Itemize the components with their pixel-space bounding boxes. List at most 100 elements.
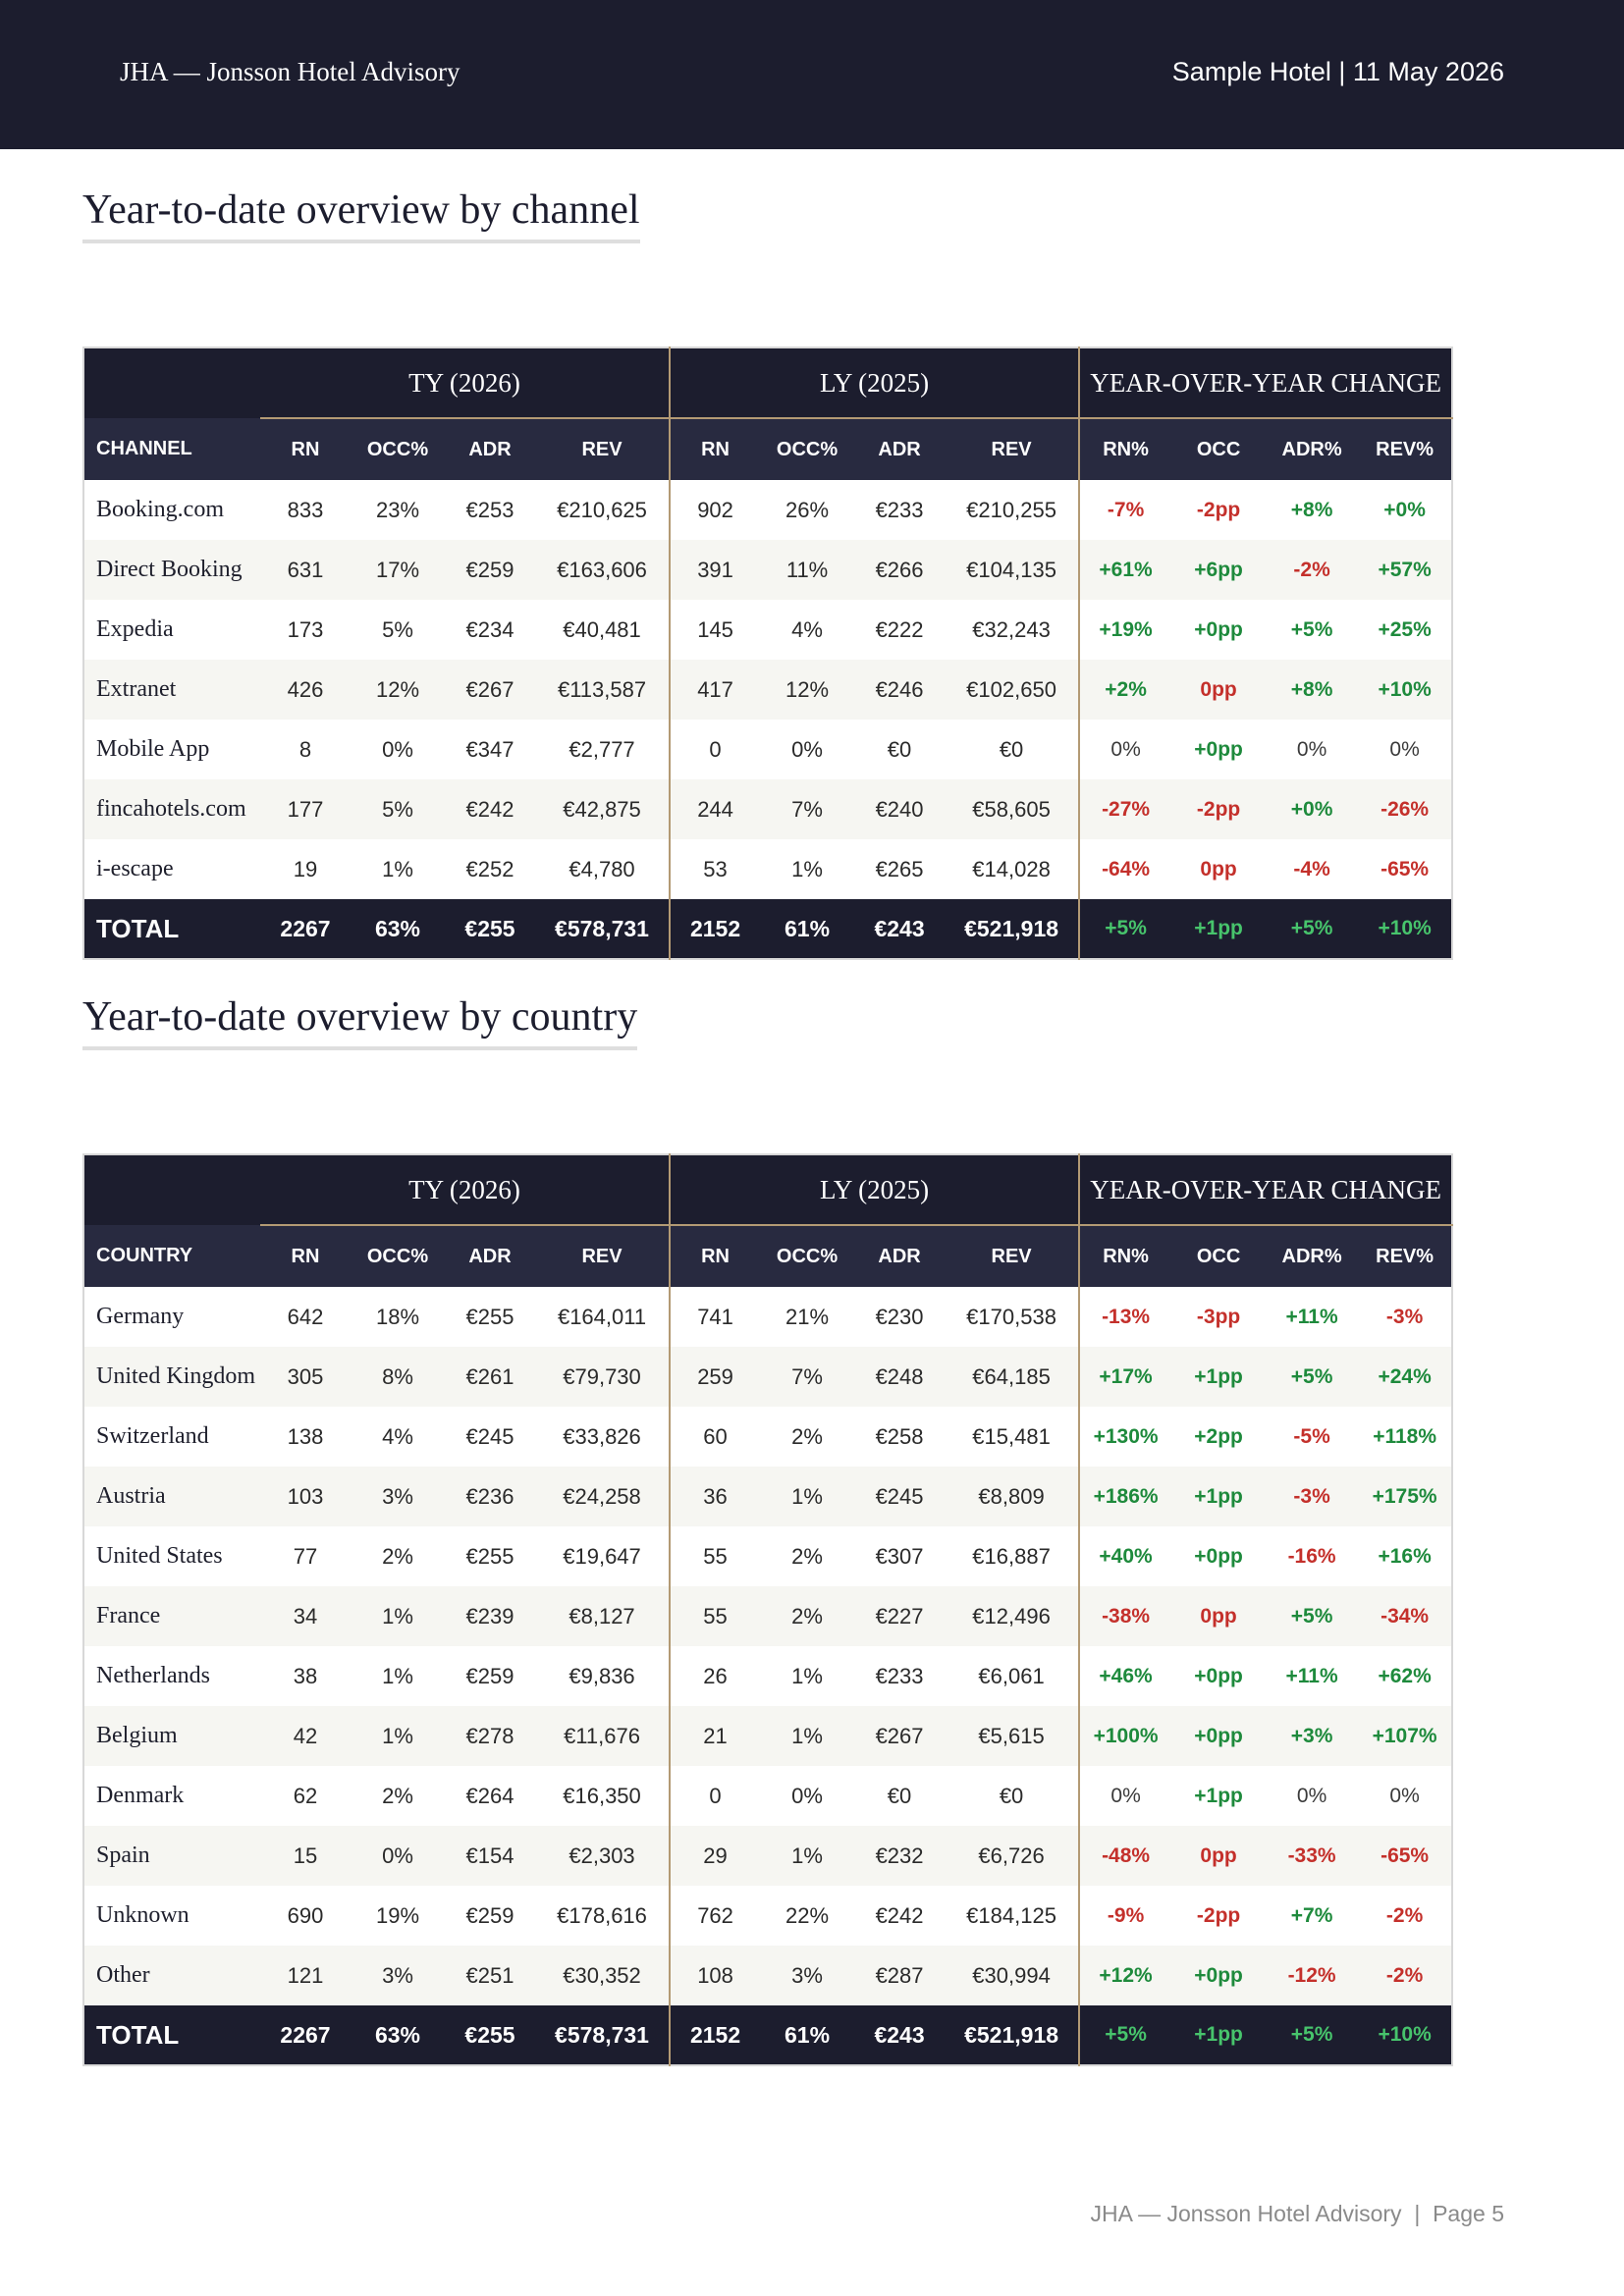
cell-ty-occ: 18%: [375, 1304, 420, 1329]
cell-ty-rn: 642: [287, 1304, 324, 1329]
cell-ty-occ: 17%: [351, 540, 445, 600]
cell-yoy-rn: +61%: [1078, 540, 1172, 600]
cell-ly-rn: 55: [669, 1526, 761, 1586]
row-label: Other: [83, 1946, 260, 2005]
cell-ty-rn: 631: [260, 540, 351, 600]
cell-yoy-adr: +0%: [1266, 779, 1359, 839]
cell-ty-adr: €259: [445, 540, 535, 600]
row-label: Switzerland: [96, 1423, 209, 1449]
cell-yoy-occ: -2pp: [1196, 498, 1241, 521]
total-yoy-adr: +5%: [1266, 899, 1359, 959]
cell-yoy-rev: +57%: [1358, 540, 1453, 600]
cell-ty-occ: 19%: [375, 1902, 420, 1928]
cell-ly-occ: 0%: [791, 736, 823, 762]
cell-ly-rn: 108: [669, 1946, 761, 2005]
cell-yoy-occ: 0pp: [1171, 1586, 1267, 1646]
cell-ty-occ: 1%: [382, 856, 413, 881]
cell-yoy-occ: +1pp: [1171, 1347, 1267, 1407]
col-header-ly-occ: OCC%: [760, 1225, 855, 1287]
cell-ty-rev: €2,777: [568, 736, 635, 762]
col-header-ly-rev: REV: [945, 418, 1080, 480]
col-header-ty-rn: RN: [260, 418, 351, 480]
cell-yoy-rev: +118%: [1373, 1424, 1437, 1448]
cell-ty-adr: €234: [465, 616, 514, 642]
cell-ty-occ: 0%: [382, 736, 413, 762]
cell-ty-adr: €154: [445, 1826, 535, 1886]
col-header-ty-rev: REV: [535, 418, 671, 480]
cell-ty-occ: 8%: [351, 1347, 445, 1407]
total-ty-rn: 2267: [260, 899, 351, 959]
cell-ty-adr: €267: [445, 660, 535, 720]
cell-ty-adr: €259: [465, 1663, 514, 1688]
col-header-ty-adr: ADR: [445, 1225, 535, 1287]
col-header-yoy-adr: ADR%: [1266, 1225, 1359, 1287]
cell-ty-rn: 305: [260, 1347, 351, 1407]
cell-ly-rev: €8,809: [945, 1467, 1080, 1526]
cell-yoy-occ: +0pp: [1194, 617, 1243, 641]
cell-yoy-occ: -3pp: [1196, 1305, 1241, 1328]
cell-ly-adr: €242: [875, 1902, 924, 1928]
cell-ty-adr: €255: [465, 1304, 514, 1329]
cell-ly-occ: 2%: [760, 1586, 855, 1646]
channel-table: TY (2026) LY (2025) YEAR-OVER-YEAR CHANG…: [82, 347, 1454, 960]
cell-yoy-rn: +40%: [1078, 1526, 1172, 1586]
cell-yoy-adr: -4%: [1293, 857, 1330, 881]
row-label: Mobile App: [96, 736, 210, 762]
cell-ly-rn: 36: [669, 1467, 761, 1526]
cell-yoy-occ: +0pp: [1194, 1544, 1243, 1568]
cell-ty-adr: €242: [445, 779, 535, 839]
total-ty-adr: €255: [445, 2005, 535, 2065]
cell-ty-rev: €16,350: [563, 1783, 641, 1808]
table-row: Direct Booking 631 17% €259 €163,606 391 11% €2…: [83, 540, 1453, 600]
cell-ly-occ: 3%: [760, 1946, 855, 2005]
brand-name: JHA — Jonsson Hotel Advisory: [120, 57, 460, 86]
cell-yoy-occ: -2pp: [1171, 779, 1267, 839]
cell-yoy-rev: +0%: [1383, 498, 1426, 521]
cell-ly-rev: €14,028: [972, 856, 1051, 881]
cell-yoy-rn: +17%: [1078, 1347, 1172, 1407]
cell-yoy-rev: +62%: [1378, 1664, 1432, 1687]
cell-ty-adr: €245: [465, 1423, 514, 1449]
cell-yoy-rev: -34%: [1358, 1586, 1453, 1646]
cell-ty-rev: €19,647: [563, 1543, 641, 1569]
cell-ly-adr: €258: [875, 1423, 924, 1449]
col-header-yoy-occ: OCC: [1171, 1225, 1267, 1287]
group-spacer: [83, 1154, 260, 1225]
cell-ly-rev: €184,125: [966, 1902, 1056, 1928]
cell-yoy-rev: +16%: [1378, 1544, 1432, 1568]
cell-ly-adr: €240: [854, 779, 946, 839]
cell-ly-occ: 7%: [760, 779, 855, 839]
group-yoy: YEAR-OVER-YEAR CHANGE: [1078, 1154, 1453, 1226]
cell-ty-occ: 12%: [351, 660, 445, 720]
cell-ly-rev: €64,185: [945, 1347, 1080, 1407]
cell-ly-rev: €58,605: [945, 779, 1080, 839]
row-label: Direct Booking: [83, 540, 260, 600]
report-meta: Sample Hotel | 11 May 2026: [1171, 57, 1504, 86]
cell-ty-rev: €164,011: [557, 1304, 647, 1329]
cell-ty-rev: €2,303: [535, 1826, 671, 1886]
cell-yoy-adr: -12%: [1266, 1946, 1359, 2005]
cell-ly-rn: 53: [669, 839, 761, 899]
cell-ty-occ: 2%: [382, 1783, 413, 1808]
table-row: United Kingdom 305 8% €261 €79,730 259 7% €248 €…: [83, 1347, 1453, 1407]
table-row: France 34 1% €239 €8,127 55 2% €227 €12,496 -38% 0…: [83, 1586, 1453, 1646]
cell-ly-rn: 902: [669, 480, 761, 540]
cell-ly-rev: €6,726: [945, 1826, 1080, 1886]
cell-ly-rev: €104,135: [945, 540, 1080, 600]
total-yoy-rn: +5%: [1078, 2005, 1172, 2065]
total-ly-occ: 61%: [760, 899, 855, 959]
total-ly-rn: 2152: [669, 899, 761, 959]
cell-ty-rev: €163,606: [535, 540, 671, 600]
cell-ly-adr: €287: [854, 1946, 946, 2005]
cell-yoy-adr: +7%: [1290, 1903, 1333, 1927]
col-header-ty-rn: RN: [260, 1225, 351, 1287]
cell-yoy-rn: -27%: [1078, 779, 1172, 839]
cell-ly-rn: 0: [669, 720, 761, 779]
total-label: TOTAL: [83, 899, 260, 959]
cell-ty-rev: €178,616: [557, 1902, 647, 1928]
cell-yoy-rev: -65%: [1358, 1826, 1453, 1886]
cell-ty-rn: 103: [260, 1467, 351, 1526]
cell-yoy-rn: 0%: [1078, 720, 1172, 779]
cell-yoy-rev: +175%: [1358, 1467, 1453, 1526]
column-header-row: COUNTRY RN OCC% ADR REV RN OCC% ADR REV RN% OCC AD…: [83, 1225, 1453, 1287]
